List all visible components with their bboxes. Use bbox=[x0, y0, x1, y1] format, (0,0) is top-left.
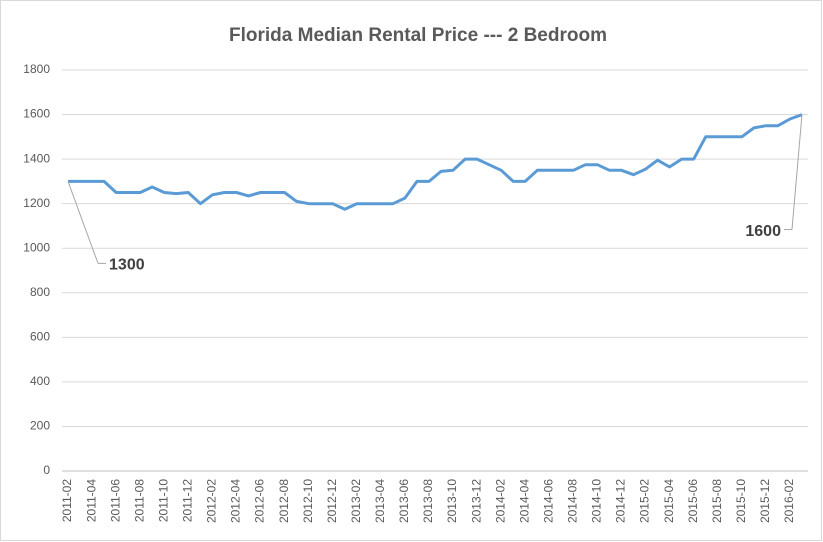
x-tick-label: 2011-04 bbox=[84, 479, 98, 522]
x-tick-label: 2014-10 bbox=[590, 479, 604, 523]
y-tick-label: 1200 bbox=[23, 196, 50, 210]
leader-line bbox=[791, 114, 803, 230]
x-tick-label: 2015-10 bbox=[734, 479, 748, 523]
x-tick-label: 2011-02 bbox=[60, 479, 74, 522]
y-tick-label: 0 bbox=[43, 463, 50, 477]
leader-line bbox=[67, 181, 99, 264]
x-tick-label: 2013-10 bbox=[445, 479, 459, 523]
x-tick-label: 2015-02 bbox=[638, 479, 652, 523]
x-tick-label: 2012-12 bbox=[325, 479, 339, 523]
y-tick-label: 1600 bbox=[23, 107, 50, 121]
x-tick-label: 2012-08 bbox=[277, 479, 291, 523]
y-tick-label: 1800 bbox=[23, 62, 50, 76]
x-tick-label: 2013-02 bbox=[349, 479, 363, 523]
y-tick-label: 600 bbox=[30, 330, 50, 344]
x-tick-label: 2015-06 bbox=[686, 479, 700, 523]
x-tick-label: 2011-10 bbox=[156, 479, 170, 522]
y-tick-label: 1000 bbox=[23, 240, 50, 254]
x-tick-label: 2015-12 bbox=[758, 479, 772, 523]
series-line bbox=[68, 113, 803, 211]
x-tick-label: 2013-12 bbox=[469, 479, 483, 523]
y-tick-label: 200 bbox=[30, 419, 50, 433]
x-tick-label: 2013-08 bbox=[421, 479, 435, 523]
x-tick-label: 2014-08 bbox=[566, 479, 580, 523]
x-tick-label: 2012-10 bbox=[301, 479, 315, 523]
y-tick-label: 400 bbox=[30, 374, 50, 388]
data-label: 1300 bbox=[109, 257, 145, 274]
x-tick-label: 2014-04 bbox=[517, 479, 531, 523]
x-tick-label: 2012-02 bbox=[205, 479, 219, 523]
x-tick-label: 2012-04 bbox=[229, 479, 243, 523]
y-tick-label: 800 bbox=[30, 285, 50, 299]
x-tick-label: 2011-08 bbox=[132, 479, 146, 522]
x-tick-label: 2013-06 bbox=[397, 479, 411, 523]
x-tick-label: 2011-06 bbox=[108, 479, 122, 522]
y-tick-label: 1400 bbox=[23, 151, 50, 165]
x-tick-label: 2013-04 bbox=[373, 479, 387, 523]
x-tick-label: 2011-12 bbox=[181, 479, 195, 522]
x-tick-label: 2012-06 bbox=[253, 479, 267, 523]
x-tick-label: 2015-08 bbox=[710, 479, 724, 523]
x-tick-label: 2014-06 bbox=[541, 479, 555, 523]
x-tick-label: 2015-04 bbox=[662, 479, 676, 523]
chart-title: Florida Median Rental Price --- 2 Bedroo… bbox=[229, 25, 607, 46]
x-tick-label: 2014-02 bbox=[493, 479, 507, 523]
x-tick-label: 2016-02 bbox=[782, 479, 796, 523]
data-label: 1600 bbox=[745, 223, 781, 240]
x-tick-label: 2014-12 bbox=[614, 479, 628, 523]
